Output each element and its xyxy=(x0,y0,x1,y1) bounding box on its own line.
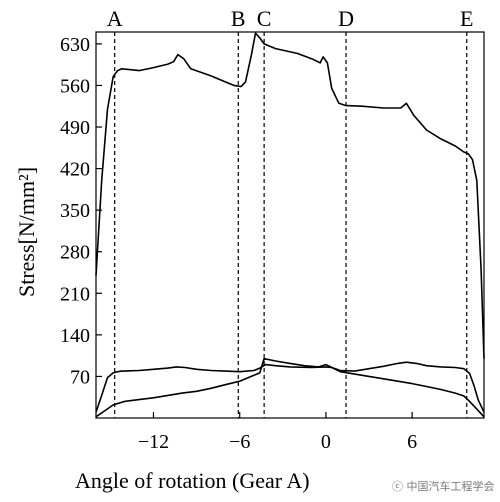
series-line-3 xyxy=(95,357,485,418)
marker-label-d: D xyxy=(338,6,354,31)
y-axis-title: Stress[N/mm²] xyxy=(14,167,39,297)
marker-label-b: B xyxy=(231,6,246,31)
y-tick-label: 70 xyxy=(70,366,90,388)
y-tick-label: 560 xyxy=(60,75,90,97)
series-line-1 xyxy=(95,32,485,359)
series-line-2 xyxy=(95,361,485,413)
y-tick-label: 420 xyxy=(60,159,90,181)
y-tick-label: 210 xyxy=(60,283,90,305)
marker-label-e: E xyxy=(460,6,473,31)
plot-frame xyxy=(95,31,485,419)
watermark-text: ⓒ 中国汽车工程学会 xyxy=(392,479,495,493)
y-tick-label: 140 xyxy=(60,325,90,347)
x-axis-title: Angle of rotation (Gear A) xyxy=(75,468,310,493)
series-lines xyxy=(95,32,485,418)
x-tick-label: 0 xyxy=(321,431,331,453)
y-tick-label: 350 xyxy=(60,200,90,222)
x-tick-label: −12 xyxy=(138,431,169,453)
y-tick-label: 630 xyxy=(60,34,90,56)
axis-ticks: 70 140 210 280 350 420 490 560 630 −12 −6 0 6 xyxy=(60,34,417,453)
marker-label-c: C xyxy=(257,6,272,31)
marker-label-a: A xyxy=(107,6,123,31)
x-tick-label: −6 xyxy=(229,431,250,453)
y-tick-label: 280 xyxy=(60,242,90,264)
y-tick-label: 490 xyxy=(60,117,90,139)
x-tick-label: 6 xyxy=(407,431,417,453)
